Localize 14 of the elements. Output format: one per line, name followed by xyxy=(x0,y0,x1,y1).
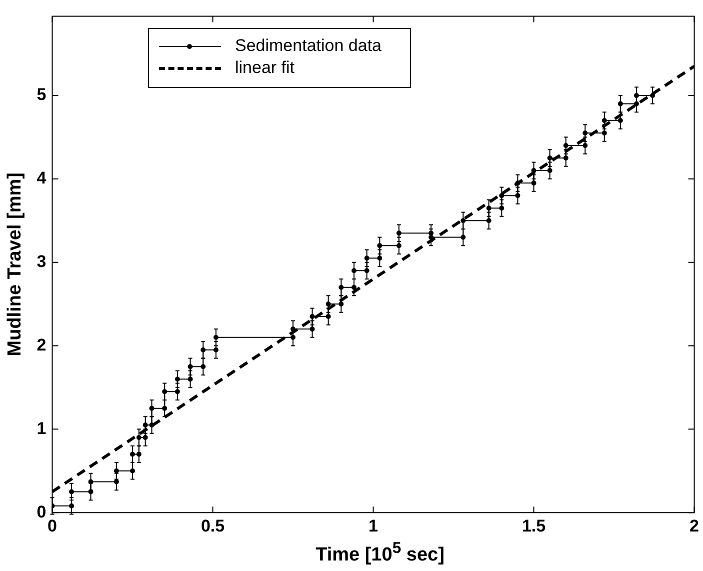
x-axis-title: Time [10$^{5}$ sec] xyxy=(314,540,446,566)
y-tick-label: 0 xyxy=(36,502,46,522)
y-tick-label: 3 xyxy=(36,252,46,271)
y-axis-title: Mudline Travel [mm] xyxy=(4,172,26,356)
x-tick-label: 2 xyxy=(690,516,700,536)
x-tick-label: 0.5 xyxy=(200,516,225,536)
legend-label: Sedimentation data xyxy=(235,36,382,56)
x-tick-label: 1.5 xyxy=(522,516,546,536)
legend-label: linear fit xyxy=(235,58,295,78)
x-tick-label: 1 xyxy=(368,516,378,536)
y-tick-label: 2 xyxy=(36,335,46,354)
y-tick-label: 5 xyxy=(36,85,46,104)
y-tick-label: 4 xyxy=(36,168,47,188)
y-tick-label: 1 xyxy=(36,418,46,438)
